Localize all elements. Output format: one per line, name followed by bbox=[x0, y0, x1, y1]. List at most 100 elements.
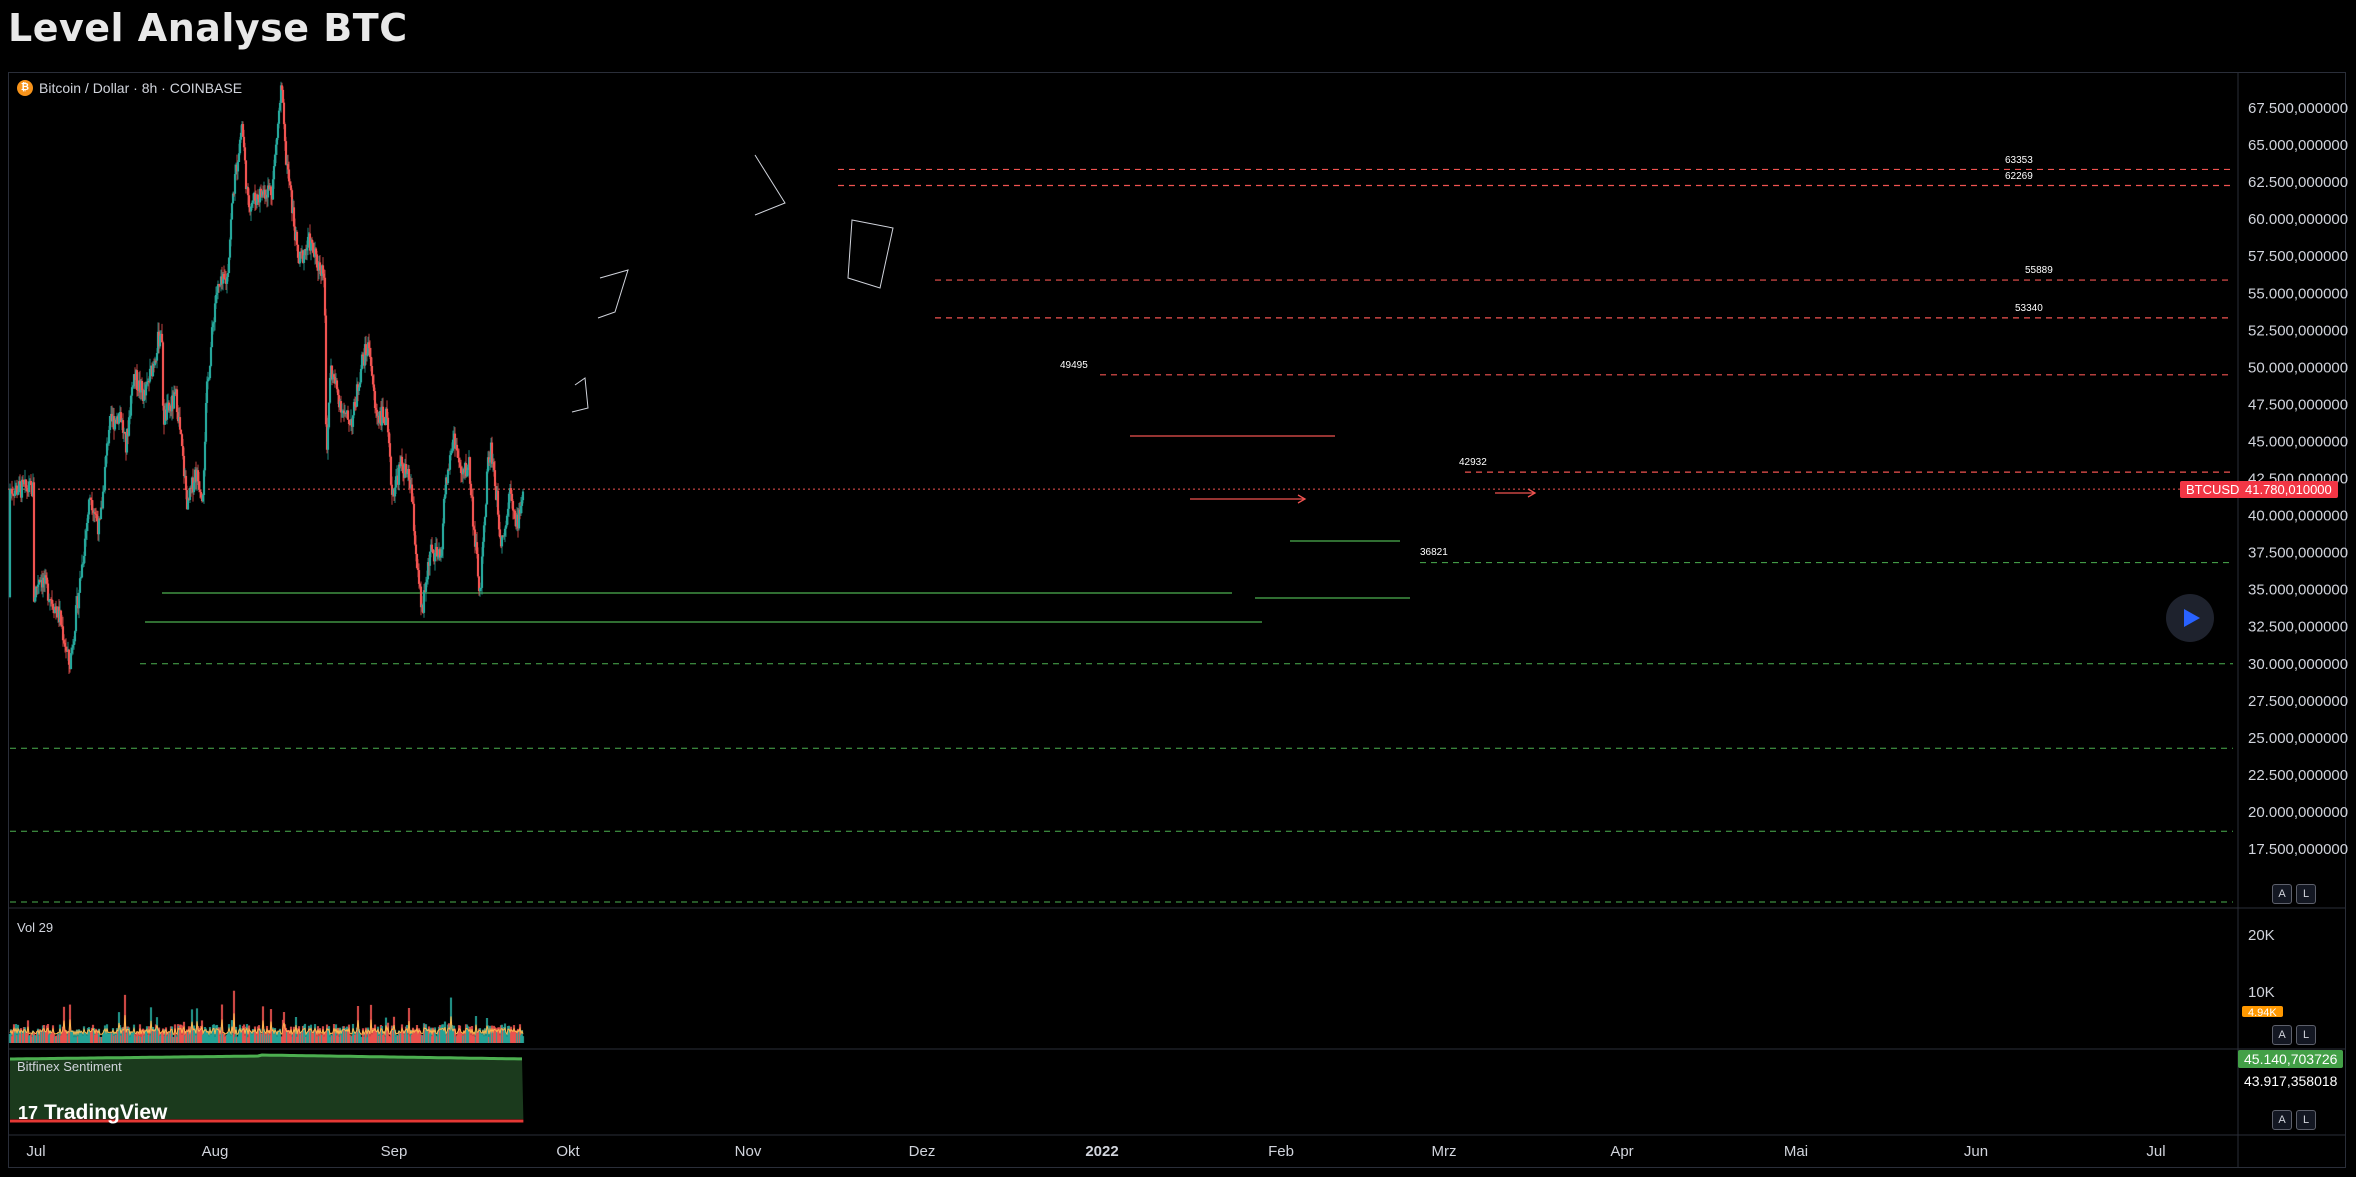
volume-bar bbox=[242, 1024, 246, 1043]
candle-body bbox=[504, 525, 508, 529]
candle-body bbox=[102, 490, 106, 492]
candle-body bbox=[519, 505, 523, 514]
sentiment-value-2: 43.917,358018 bbox=[2244, 1073, 2338, 1089]
candle-body bbox=[83, 538, 87, 556]
candle-body bbox=[472, 526, 476, 530]
volume-auto-button[interactable]: A bbox=[2272, 1025, 2292, 1045]
candle-body bbox=[36, 584, 40, 587]
candle-body bbox=[369, 356, 373, 366]
candle-body bbox=[81, 563, 85, 565]
candle-body bbox=[135, 370, 139, 390]
level-label: 42932 bbox=[1459, 457, 1487, 468]
candle-body bbox=[45, 577, 49, 584]
volume-bar bbox=[217, 1027, 221, 1043]
candle-body bbox=[207, 378, 211, 380]
candle-body bbox=[397, 464, 401, 485]
candle-body bbox=[158, 335, 162, 347]
candle-body bbox=[241, 124, 245, 137]
volume-bar bbox=[364, 1027, 368, 1043]
candle-body bbox=[490, 442, 494, 464]
candle-body bbox=[29, 480, 33, 486]
symbol-legend[interactable]: ₿ Bitcoin / Dollar · 8h · COINBASE bbox=[17, 80, 242, 96]
volume-bar bbox=[336, 1027, 340, 1043]
candle-body bbox=[493, 470, 497, 487]
volume-bar bbox=[334, 1024, 338, 1043]
candle-body bbox=[221, 273, 225, 284]
candle-body bbox=[105, 443, 109, 456]
candle-body bbox=[444, 477, 448, 495]
y-tick-label: 37.500,000000 bbox=[2248, 545, 2348, 562]
pattern-drawing bbox=[754, 154, 786, 216]
chart-frame[interactable] bbox=[8, 72, 2346, 1168]
candle-body bbox=[306, 236, 310, 248]
axes: 67.500,000000 65.000,000000 62.500,000000 6… bbox=[8, 72, 2348, 1168]
candle-body bbox=[477, 576, 481, 592]
candle-body bbox=[410, 484, 414, 502]
candle-body bbox=[8, 489, 12, 598]
volume-bar bbox=[164, 1027, 168, 1043]
candle-body bbox=[473, 529, 477, 547]
candle-body bbox=[125, 429, 129, 453]
candle-body bbox=[212, 322, 216, 324]
candle-body bbox=[61, 626, 65, 641]
volume-bar bbox=[443, 1021, 447, 1043]
candle-body bbox=[456, 450, 460, 458]
candle-body bbox=[282, 102, 286, 125]
auto-scale-button[interactable]: A bbox=[2272, 884, 2292, 904]
candle-body bbox=[492, 462, 496, 471]
sentiment-log-button[interactable]: L bbox=[2296, 1110, 2316, 1130]
candle-body bbox=[465, 470, 469, 477]
candle-body bbox=[482, 525, 486, 542]
level-label: 55889 bbox=[2025, 265, 2053, 276]
candle-body bbox=[101, 491, 105, 509]
candle-body bbox=[505, 515, 509, 526]
candle-body bbox=[108, 415, 112, 430]
volume-log-button[interactable]: L bbox=[2296, 1025, 2316, 1045]
candle-body bbox=[198, 489, 202, 493]
candle-body bbox=[176, 412, 180, 422]
candle-body bbox=[302, 255, 306, 263]
candle-body bbox=[278, 102, 282, 111]
candle-body bbox=[419, 586, 423, 608]
volume-bar bbox=[132, 1024, 136, 1043]
page-title: Level Analyse BTC bbox=[8, 6, 408, 50]
candle-body bbox=[483, 517, 487, 526]
candle-body bbox=[155, 353, 159, 361]
candle-body bbox=[178, 417, 182, 430]
candle-body bbox=[132, 374, 136, 387]
candle-body bbox=[37, 580, 41, 585]
candle-body bbox=[27, 481, 31, 493]
log-scale-button[interactable]: L bbox=[2296, 884, 2316, 904]
candle-body bbox=[71, 645, 75, 648]
candle-body bbox=[34, 586, 38, 598]
candle-body bbox=[43, 575, 47, 584]
tradingview-mark-icon: 17 bbox=[18, 1102, 39, 1123]
candle-body bbox=[510, 493, 514, 502]
candle-body bbox=[17, 481, 21, 493]
candle-body bbox=[373, 391, 377, 409]
candle-body bbox=[226, 272, 230, 278]
x-tick-label: Feb bbox=[1268, 1143, 1294, 1160]
candle-body bbox=[292, 207, 296, 227]
candle-body bbox=[430, 544, 434, 550]
candle-body bbox=[361, 354, 365, 357]
y-tick-label: 32.500,000000 bbox=[2248, 619, 2348, 636]
volume-bar bbox=[200, 1020, 204, 1043]
candle-body bbox=[475, 542, 479, 554]
candle-body bbox=[509, 488, 513, 494]
tradingview-logo[interactable]: 17 TradingView bbox=[18, 1101, 167, 1125]
replay-play-button[interactable] bbox=[2166, 594, 2214, 642]
volume-bar bbox=[518, 1024, 522, 1043]
sentiment-auto-button[interactable]: A bbox=[2272, 1110, 2292, 1130]
candle-body bbox=[478, 588, 482, 592]
candle-body bbox=[93, 512, 97, 514]
volume-pane-label: Vol 29 bbox=[17, 920, 54, 935]
volume-bar bbox=[361, 1028, 365, 1043]
volume-bar bbox=[157, 1027, 161, 1043]
candle-body bbox=[400, 456, 404, 465]
volume-bar bbox=[182, 1021, 186, 1043]
candle-body bbox=[142, 390, 146, 401]
candle-body bbox=[230, 203, 234, 220]
candle-body bbox=[103, 466, 107, 491]
